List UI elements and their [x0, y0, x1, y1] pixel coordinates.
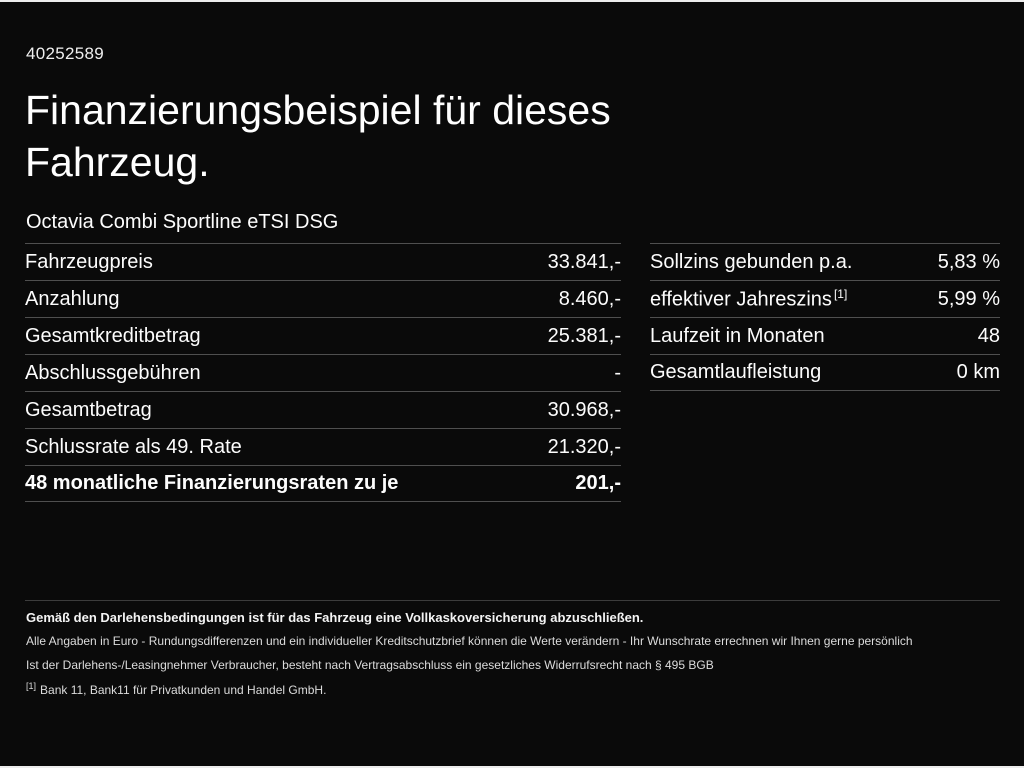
footer-footnote: [1] Bank 11, Bank11 für Privatkunden und …: [26, 681, 1001, 697]
row-value: 0 km: [956, 361, 1000, 383]
table-row-fahrzeugpreis: Fahrzeugpreis 33.841,-: [25, 243, 621, 280]
row-value: 5,83 %: [937, 250, 1000, 273]
vehicle-model-name: Octavia Combi Sportline eTSI DSG: [26, 211, 339, 233]
row-value: 33.841,-: [547, 250, 621, 273]
footnote-reference: [1]: [833, 286, 848, 301]
page-title-line1: Finanzierungsbeispiel für dieses: [25, 87, 611, 133]
table-row-gesamtbetrag: Gesamtbetrag 30.968,-: [25, 391, 621, 428]
row-value: 25.381,-: [547, 324, 621, 347]
financing-table-right: Sollzins gebunden p.a. 5,83 % effektiver…: [650, 243, 1000, 391]
footer-disclaimer-line2: Ist der Darlehens-/Leasingnehmer Verbrau…: [26, 657, 714, 672]
row-value: 48: [977, 324, 1000, 347]
row-label: Anzahlung: [25, 287, 120, 310]
row-label: Laufzeit in Monaten: [650, 324, 825, 347]
row-value: 5,99 %: [937, 287, 1000, 310]
row-label: Gesamtbetrag: [25, 398, 152, 421]
page-title: Finanzierungsbeispiel für dieses Fahrzeug…: [25, 84, 925, 189]
financing-table-left: Fahrzeugpreis 33.841,- Anzahlung 8.460,-…: [25, 243, 621, 502]
table-row-sollzins: Sollzins gebunden p.a. 5,83 %: [650, 243, 1000, 280]
row-value: 21.320,-: [547, 435, 621, 458]
bottom-edge-divider: [0, 766, 1024, 768]
row-label: effektiver Jahreszins [1]: [650, 287, 847, 312]
table-row-schlussrate: Schlussrate als 49. Rate 21.320,-: [25, 428, 621, 465]
table-row-laufzeit: Laufzeit in Monaten 48: [650, 317, 1000, 354]
table-row-gesamtlaufleistung: Gesamtlaufleistung 0 km: [650, 354, 1000, 391]
row-label: Sollzins gebunden p.a.: [650, 250, 853, 273]
row-label: Gesamtkreditbetrag: [25, 324, 201, 347]
top-edge-divider: [0, 0, 1024, 2]
row-value: 8.460,-: [558, 287, 621, 310]
offer-id: 40252589: [26, 44, 105, 63]
table-row-anzahlung: Anzahlung 8.460,-: [25, 280, 621, 317]
footer-insurance-note: Gemäß den Darlehensbedingungen ist für d…: [26, 610, 644, 625]
row-label: Gesamtlaufleistung: [650, 361, 822, 383]
row-label: Abschlussgebühren: [25, 361, 201, 384]
row-value: 201,-: [575, 472, 621, 494]
row-label-text: effektiver Jahreszins: [650, 288, 832, 311]
row-label: 48 monatliche Finanzierungsraten zu je: [25, 472, 399, 494]
footer-divider: [25, 600, 1000, 601]
page-title-line2: Fahrzeug.: [25, 139, 210, 186]
footer-disclaimer-line1: Alle Angaben in Euro - Rundungsdifferenz…: [26, 634, 913, 648]
table-row-gesamtkreditbetrag: Gesamtkreditbetrag 25.381,-: [25, 317, 621, 354]
footnote-marker: [1]: [26, 681, 37, 692]
table-row-effektiver-jahreszins: effektiver Jahreszins [1] 5,99 %: [650, 280, 1000, 317]
table-row-monatsrate: 48 monatliche Finanzierungsraten zu je 2…: [25, 465, 621, 502]
legal-footer: Gemäß den Darlehensbedingungen ist für d…: [26, 610, 1001, 697]
footnote-text: Bank 11, Bank11 für Privatkunden und Han…: [40, 683, 327, 698]
row-value: 30.968,-: [547, 398, 621, 421]
row-label: Fahrzeugpreis: [25, 250, 153, 273]
row-label: Schlussrate als 49. Rate: [25, 435, 242, 458]
table-row-abschlussgebuehren: Abschlussgebühren -: [25, 354, 621, 391]
row-value: -: [614, 361, 621, 384]
